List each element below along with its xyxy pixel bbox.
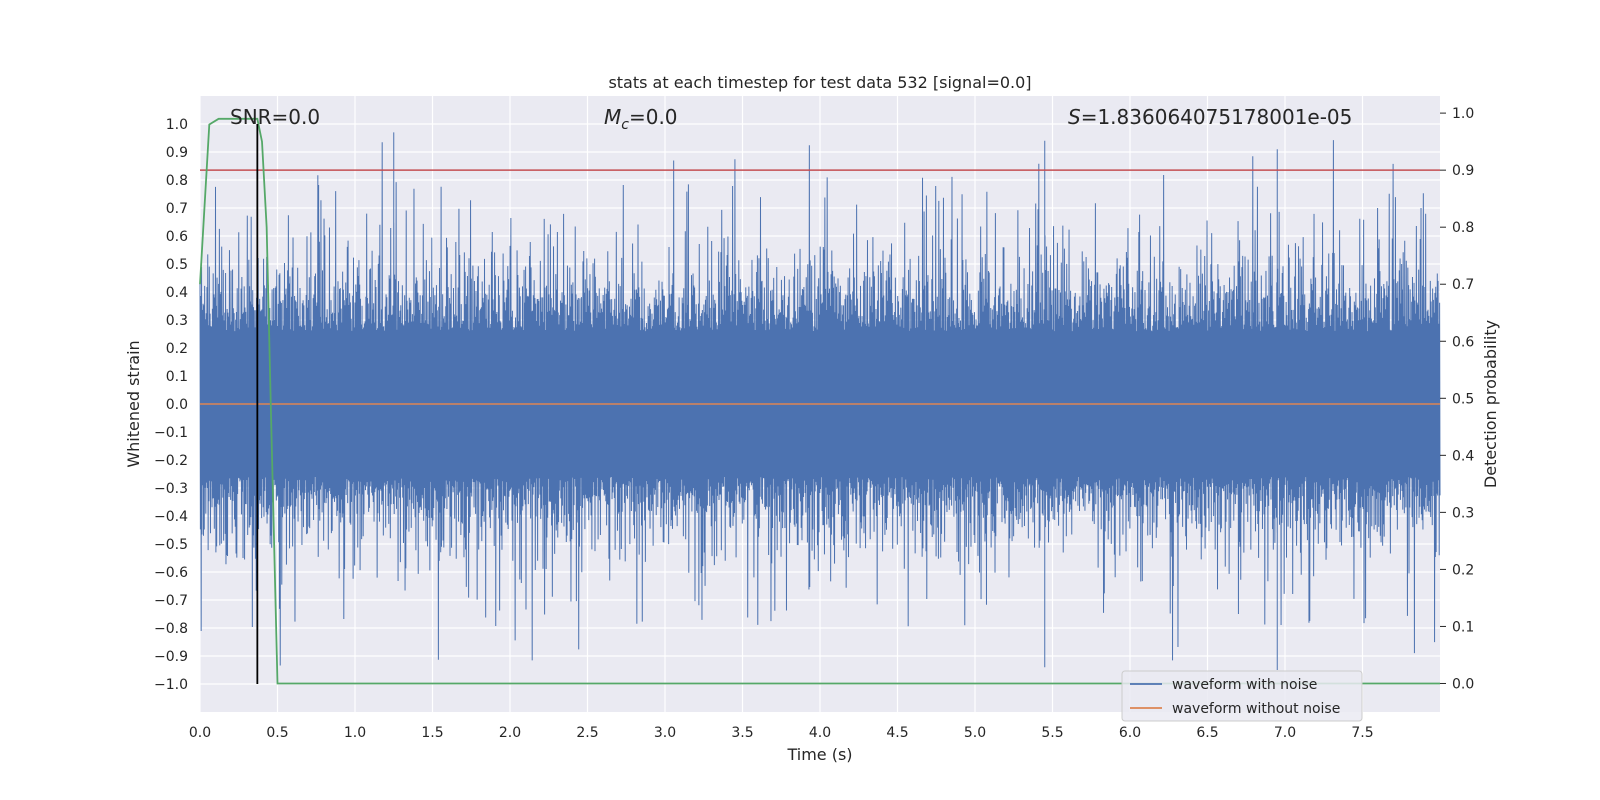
y-tick-label: −0.2 (154, 453, 188, 469)
y-tick-label: −0.8 (154, 621, 188, 637)
mc-symbol: M (604, 105, 621, 129)
x-tick-label: 5.5 (1041, 725, 1063, 741)
mc-annotation: Mc=0.0 (604, 105, 678, 133)
y2-tick-label: 0.0 (1452, 676, 1474, 692)
y-tick-label: 0.8 (166, 173, 188, 189)
y-tick-label: 0.9 (166, 145, 188, 161)
y2-tick-label: 0.2 (1452, 562, 1474, 578)
y-tick-label: −1.0 (154, 677, 188, 693)
s-symbol: S (1068, 105, 1081, 129)
series-layer (199, 117, 1441, 685)
x-tick-label: 3.0 (654, 725, 676, 741)
y2-axis-label: Detection probability (1481, 320, 1500, 488)
y-tick-label: 1.0 (166, 117, 188, 133)
x-tick-label: 2.5 (576, 725, 598, 741)
legend-label-clean: waveform without noise (1172, 701, 1340, 717)
y-axis-label: Whitened strain (124, 340, 143, 467)
y-tick-label: −0.4 (154, 509, 188, 525)
y2-tick-label: 0.9 (1452, 163, 1474, 179)
y2-tick-label: 0.7 (1452, 277, 1474, 293)
legend: waveform with noise waveform without noi… (1121, 670, 1363, 722)
x-tick-label: 6.0 (1119, 725, 1141, 741)
x-tick-label: 7.5 (1351, 725, 1373, 741)
y-tick-label: −0.1 (154, 425, 188, 441)
y2-axis-ticks: 1.0 0.9 0.8 0.7 0.6 0.5 0.4 0.3 0.2 0.1 0.0 (1440, 106, 1474, 692)
y-tick-label: 0.7 (166, 201, 188, 217)
s-value: =1.836064075178001e-05 (1081, 105, 1353, 129)
y-tick-label: 0.1 (166, 369, 188, 385)
x-tick-label: 3.5 (731, 725, 753, 741)
x-tick-label: 1.0 (344, 725, 366, 741)
series-detection-probability (199, 117, 1440, 685)
y2-tick-label: 0.8 (1452, 220, 1474, 236)
x-tick-label: 1.5 (421, 725, 443, 741)
y-tick-label: 0.4 (166, 285, 188, 301)
snr-annotation: SNR=0.0 (230, 105, 320, 129)
y-tick-label: −0.6 (154, 565, 188, 581)
y-tick-label: −0.3 (154, 481, 188, 497)
y-tick-label: 0.2 (166, 341, 188, 357)
x-tick-label: 2.0 (499, 725, 521, 741)
x-tick-label: 6.5 (1196, 725, 1218, 741)
x-tick-label: 5.0 (964, 725, 986, 741)
x-tick-label: 7.0 (1274, 725, 1296, 741)
y-tick-label: −0.9 (154, 649, 188, 665)
y2-tick-label: 0.4 (1452, 448, 1474, 464)
y2-tick-label: 0.6 (1452, 334, 1474, 350)
x-axis-ticks: 0.0 0.5 1.0 1.5 2.0 2.5 3.0 3.5 4.0 4.5 5.0 5.5 6.0 6… (189, 725, 1374, 741)
y-tick-label: −0.7 (154, 593, 188, 609)
x-tick-label: 0.5 (266, 725, 288, 741)
legend-box (1121, 670, 1363, 722)
y-tick-label: 0.6 (166, 229, 188, 245)
y-tick-label: 0.0 (166, 397, 188, 413)
series-noisy-waveform (199, 132, 1441, 670)
y-axis-ticks: 1.0 0.9 0.8 0.7 0.6 0.5 0.4 0.3 0.2 0.1 0.0 −0.1 −0.… (154, 117, 188, 693)
y2-tick-label: 0.3 (1452, 505, 1474, 521)
y2-tick-label: 0.5 (1452, 391, 1474, 407)
x-tick-label: 4.0 (809, 725, 831, 741)
legend-label-noise: waveform with noise (1172, 677, 1317, 693)
mc-subscript: c (621, 117, 629, 133)
y2-tick-label: 0.1 (1452, 619, 1474, 635)
x-tick-label: 0.0 (189, 725, 211, 741)
chart-title: stats at each timestep for test data 532… (608, 73, 1031, 92)
y-tick-label: 0.3 (166, 313, 188, 329)
y-tick-label: −0.5 (154, 537, 188, 553)
x-axis-label: Time (s) (786, 745, 852, 764)
y-tick-label: 0.5 (166, 257, 188, 273)
mc-value: =0.0 (629, 105, 678, 129)
x-tick-label: 4.5 (886, 725, 908, 741)
s-annotation: S=1.836064075178001e-05 (1068, 105, 1352, 129)
y2-tick-label: 1.0 (1452, 106, 1474, 122)
